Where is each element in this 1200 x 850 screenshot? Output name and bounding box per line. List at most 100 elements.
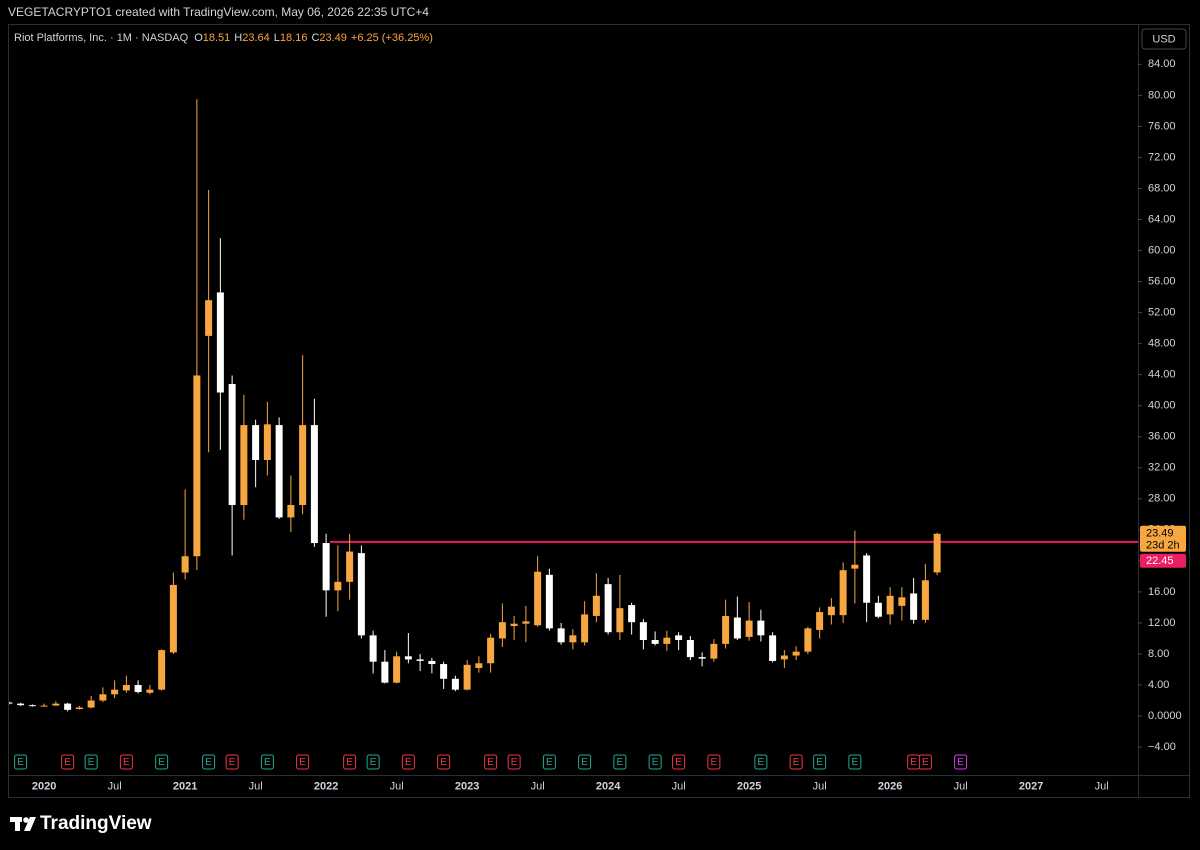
candle-body [886,595,894,615]
earnings-marker [366,754,380,770]
close-value: 23.49 [319,32,347,44]
earnings-label: E [758,757,765,768]
candle-body [393,656,401,683]
candle-body [487,637,495,664]
earnings-label: E [158,757,165,768]
earnings-marker [401,754,415,770]
y-tick-label: 8.00 [1148,648,1169,660]
earnings-marker [296,754,310,770]
x-tick-label: Jul [249,780,263,792]
candle-body [99,694,107,701]
logo-shape [24,817,36,831]
earnings-marker [648,754,662,770]
x-tick-label: Jul [108,780,122,792]
earnings-label: E [652,757,659,768]
earnings-label: E [546,757,553,768]
high-label: H [234,32,243,44]
earnings-marker [672,754,686,770]
footer-logo [10,817,36,831]
earnings-marker [202,754,216,770]
earnings-marker [14,754,28,770]
candle-body [827,606,835,616]
y-tick-label: 72.00 [1148,151,1176,163]
y-tick-label: 64.00 [1148,213,1176,225]
chart-frame [8,24,1190,798]
candle-body [710,643,718,659]
x-tick-label: Jul [1095,780,1109,792]
x-tick-label: 2020 [32,780,56,792]
candle-body [193,375,201,557]
candle-body [146,689,154,693]
candle-body [310,425,318,544]
candle-body [440,664,448,679]
candle-body [169,584,177,653]
candle-body [122,685,130,691]
x-tick-label: 2027 [1019,780,1043,792]
earnings-label: E [711,757,718,768]
low-value: 18.16 [279,32,308,44]
earnings-marker [954,754,968,770]
candle-body [228,383,236,506]
earnings-marker [119,754,133,770]
candle-body [628,605,636,623]
y-tick-label: 84.00 [1148,58,1176,70]
earnings-marker [155,754,169,770]
earnings-marker [848,754,862,770]
earnings-label: E [229,757,236,768]
candle-body [134,685,142,692]
candle-body [651,640,659,644]
earnings-marker [754,754,768,770]
candle-body [216,292,224,393]
earnings-marker [578,754,592,770]
y-tick-label: 40.00 [1148,400,1176,412]
y-tick-label: 32.00 [1148,462,1176,474]
earnings-marker [707,754,721,770]
y-tick-label: 76.00 [1148,120,1176,132]
candle-body [898,597,906,606]
earnings-label: E [675,757,682,768]
earnings-marker [918,754,932,770]
candle-body [463,664,471,690]
logo-shape [23,817,29,823]
y-tick-label: 56.00 [1148,275,1176,287]
candle-body [111,689,119,695]
earnings-label: E [793,757,800,768]
candle-body [545,574,553,629]
candle-body [604,584,612,633]
earnings-label: E [852,757,859,768]
candle-body [592,595,600,616]
candle-body [28,705,36,707]
high-value: 23.64 [242,32,270,44]
currency-box[interactable] [1141,28,1187,50]
candle-body [757,620,765,636]
earnings-marker [484,754,498,770]
candle-body [416,659,424,661]
earnings-marker [343,754,357,770]
last-price-box [1140,525,1186,552]
x-tick-label: 2026 [878,780,902,792]
candle-body [498,622,506,639]
candle-body [874,602,882,617]
earnings-label: E [299,757,306,768]
earnings-marker [542,754,556,770]
candle-body [64,703,72,710]
candle-body [698,657,706,659]
candle-body [933,533,941,573]
earnings-label: E [922,757,929,768]
currency: USD [1152,33,1175,45]
candle-body [921,580,929,620]
level-price-box [1140,553,1186,568]
y-tick-label: −4.00 [1148,741,1176,753]
candle-body [510,623,518,627]
earnings-label: E [17,757,24,768]
close-label: C [311,32,320,44]
symbol: Riot Platforms, Inc. · 1M · NASDAQ [14,32,189,44]
candle-body [534,571,542,626]
x-tick-label: 2022 [314,780,338,792]
earnings-marker [813,754,827,770]
candle-body [663,637,671,644]
earnings-marker [84,754,98,770]
candle-body [299,425,307,506]
candle-body [804,628,812,652]
footer-brand: TradingView [40,813,152,834]
